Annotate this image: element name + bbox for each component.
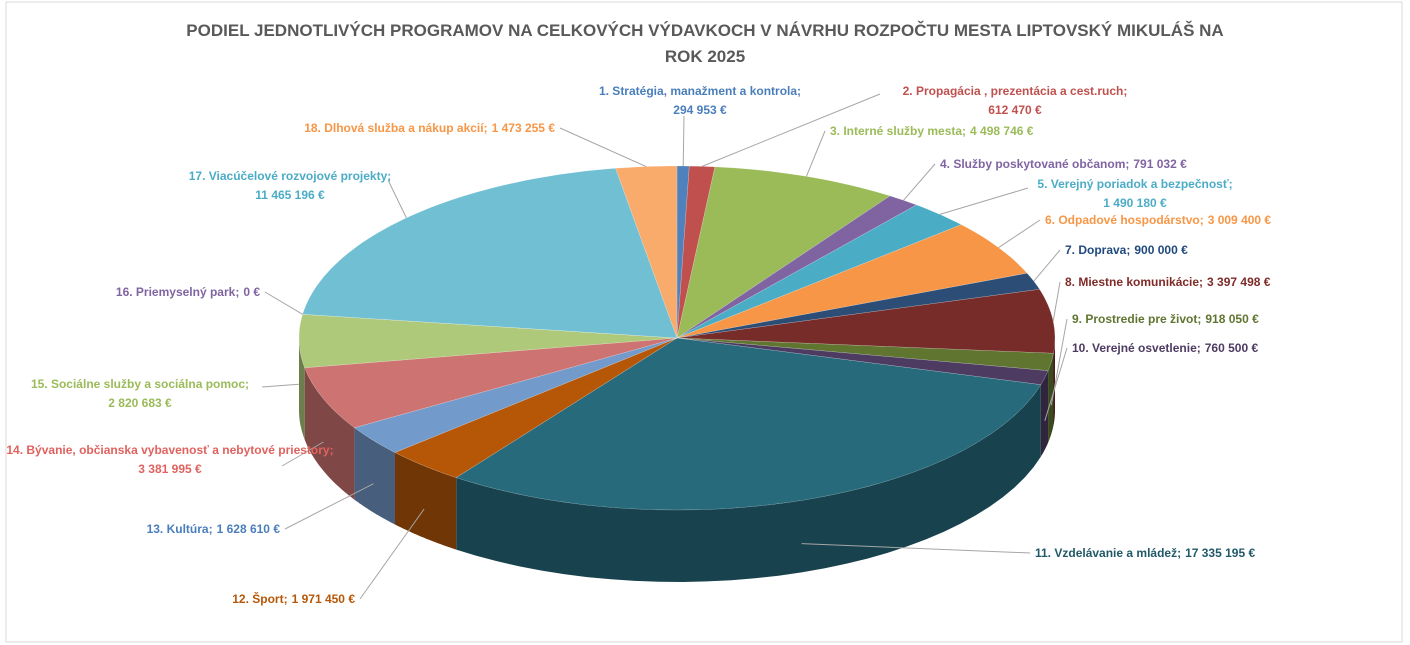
slice bbox=[394, 337, 678, 478]
leader-line bbox=[261, 383, 300, 388]
label-value: 3 009 400 € bbox=[1208, 213, 1272, 227]
label-category: 15. Sociálne služby a sociálna pomoc; bbox=[31, 377, 249, 391]
slice-side bbox=[354, 427, 395, 525]
label-category: 1. Stratégia, manažment a kontrola; bbox=[599, 84, 801, 98]
leader-line bbox=[359, 508, 425, 600]
data-label: 11. Vzdelávanie a mládež; 17 335 195 € bbox=[1035, 546, 1255, 560]
data-label: 16. Priemyselný park; 0 € bbox=[116, 285, 260, 299]
label-value: 3 397 498 € bbox=[1207, 275, 1271, 289]
label-value: 4 498 746 € bbox=[970, 124, 1034, 138]
leader-line bbox=[682, 115, 685, 167]
slice-side bbox=[299, 338, 305, 440]
leader-line bbox=[1052, 281, 1061, 322]
slice-side bbox=[1048, 353, 1054, 443]
slice-side bbox=[304, 367, 355, 500]
data-label: 9. Prostredie pre život; 918 050 € bbox=[1072, 312, 1259, 326]
slice-side bbox=[456, 384, 1041, 582]
leader-line bbox=[801, 543, 1031, 554]
leader-line bbox=[281, 441, 324, 467]
leader-line bbox=[284, 483, 374, 530]
frame bbox=[5, 1, 1403, 643]
leader-line bbox=[1033, 249, 1061, 282]
data-label: 6. Odpadové hospodárstvo; 3 009 400 € bbox=[1045, 213, 1271, 227]
label-category: 11. Vzdelávanie a mládež; bbox=[1035, 546, 1181, 560]
label-value: 11 465 196 € bbox=[255, 188, 325, 202]
slice bbox=[455, 337, 1042, 511]
label-category: 7. Doprava; bbox=[1065, 243, 1130, 257]
label-value: 1 971 450 € bbox=[292, 592, 356, 606]
data-label: 8. Miestne komunikácie; 3 397 498 € bbox=[1065, 275, 1271, 289]
slice bbox=[676, 204, 962, 339]
leader-line bbox=[559, 127, 647, 168]
data-label: 5. Verejný poriadok a bezpečnosť; 1 490 1… bbox=[1037, 177, 1232, 210]
label-category: 16. Priemyselný park; bbox=[116, 285, 239, 299]
label-value: 760 500 € bbox=[1205, 341, 1259, 355]
leader-line bbox=[998, 219, 1041, 249]
slice bbox=[302, 168, 678, 339]
leader-line bbox=[939, 187, 1029, 215]
label-value: 294 953 € bbox=[673, 103, 727, 117]
label-category: 2. Propagácia , prezentácia a cest.ruch; bbox=[903, 84, 1128, 98]
leader-line bbox=[387, 179, 407, 219]
label-category: 17. Viacúčelové rozvojové projekty; bbox=[189, 169, 392, 183]
slice-side bbox=[1053, 338, 1055, 426]
label-category: 8. Miestne komunikácie; bbox=[1065, 275, 1203, 289]
slice bbox=[676, 337, 1054, 371]
slice bbox=[298, 314, 678, 369]
label-value: 1 473 255 € bbox=[492, 121, 556, 135]
data-label: 13. Kultúra; 1 628 610 € bbox=[147, 522, 281, 536]
leader-line bbox=[701, 93, 881, 167]
label-value: 0 € bbox=[243, 285, 260, 299]
label-value: 1 628 610 € bbox=[217, 522, 281, 536]
label-category: 6. Odpadové hospodárstvo; bbox=[1045, 213, 1204, 227]
slice-side bbox=[1040, 370, 1049, 457]
data-label: 4. Služby poskytované občanom; 791 032 € bbox=[940, 157, 1187, 171]
label-value: 3 381 995 € bbox=[138, 462, 202, 476]
data-label: 1. Stratégia, manažment a kontrola; 294 9… bbox=[599, 84, 801, 117]
data-label: 2. Propagácia , prezentácia a cest.ruch;… bbox=[903, 84, 1128, 117]
label-category: 13. Kultúra; bbox=[147, 522, 213, 536]
slice bbox=[304, 337, 678, 428]
label-value: 900 000 € bbox=[1134, 243, 1188, 257]
label-category: 12. Šport; bbox=[232, 591, 287, 606]
data-label: 17. Viacúčelové rozvojové projekty; 11 46… bbox=[189, 169, 392, 202]
data-label: 14. Bývanie, občianska vybavenosť a neby… bbox=[6, 443, 333, 476]
label-category: 3. Interné služby mesta; bbox=[830, 124, 966, 138]
label-category: 10. Verejné osvetlenie; bbox=[1072, 341, 1201, 355]
data-label: 18. Dlhová služba a nákup akcií; 1 473 25… bbox=[304, 121, 555, 135]
label-value: 17 335 195 € bbox=[1185, 546, 1255, 560]
data-label: 7. Doprava; 900 000 € bbox=[1065, 243, 1188, 257]
label-category: 14. Bývanie, občianska vybavenosť a neby… bbox=[6, 443, 333, 457]
label-category: 18. Dlhová služba a nákup akcií; bbox=[304, 121, 487, 135]
data-label: 10. Verejné osvetlenie; 760 500 € bbox=[1072, 341, 1258, 355]
leader-line bbox=[264, 291, 303, 315]
label-value: 612 470 € bbox=[988, 103, 1042, 117]
chart-title: PODIEL JEDNOTLIVÝCH PROGRAMOV NA CELKOVÝ… bbox=[186, 21, 1224, 66]
label-category: 4. Služby poskytované občanom; bbox=[940, 157, 1129, 171]
data-label: 3. Interné služby mesta; 4 498 746 € bbox=[830, 124, 1034, 138]
label-value: 918 050 € bbox=[1205, 312, 1259, 326]
slice-side bbox=[395, 452, 457, 550]
label-value: 2 820 683 € bbox=[108, 396, 172, 410]
leader-line bbox=[1044, 347, 1068, 422]
leader-line bbox=[805, 130, 826, 177]
label-category: 9. Prostredie pre život; bbox=[1072, 312, 1201, 326]
slice bbox=[353, 337, 678, 453]
label-value: 791 032 € bbox=[1133, 157, 1187, 171]
label-value: 1 490 180 € bbox=[1103, 196, 1167, 210]
leader-line bbox=[903, 163, 936, 201]
label-category: 5. Verejný poriadok a bezpečnosť; bbox=[1037, 177, 1232, 191]
data-label: 15. Sociálne služby a sociálna pomoc; 2 8… bbox=[31, 377, 249, 410]
data-label: 12. Šport; 1 971 450 € bbox=[232, 591, 355, 606]
